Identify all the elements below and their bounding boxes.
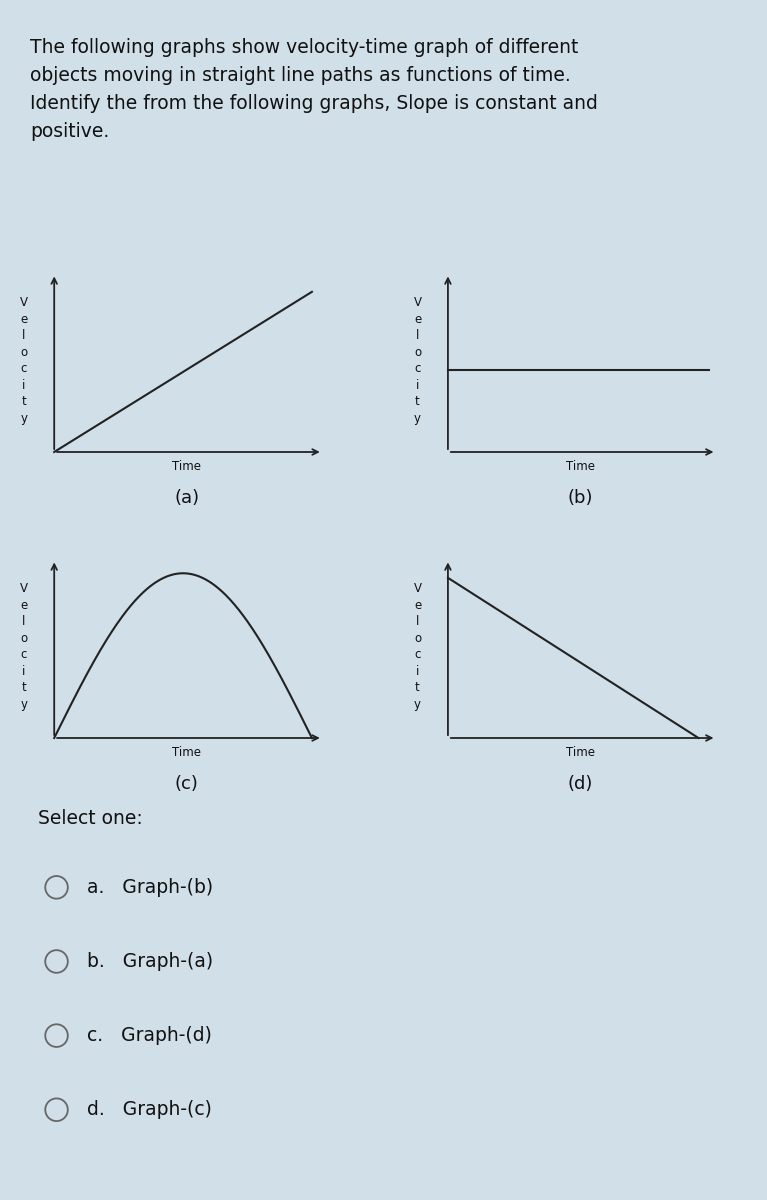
Text: (b): (b) [568,488,593,506]
Text: y: y [20,412,28,425]
Text: t: t [21,395,26,408]
Text: e: e [414,313,421,325]
Text: i: i [416,379,420,391]
Text: i: i [22,379,25,391]
Text: c: c [414,362,420,376]
Text: y: y [414,412,421,425]
Text: e: e [414,599,421,612]
Text: l: l [22,329,25,342]
Text: Time: Time [172,460,201,473]
Text: l: l [416,616,420,629]
Text: t: t [415,682,420,694]
Text: (d): (d) [568,775,593,793]
Text: t: t [21,682,26,694]
Text: (c): (c) [175,775,199,793]
Text: y: y [20,697,28,710]
Text: Time: Time [566,460,595,473]
Text: i: i [416,665,420,678]
Text: Select one:: Select one: [38,809,143,828]
Text: l: l [416,329,420,342]
Text: o: o [414,631,421,644]
Text: Time: Time [172,745,201,758]
Text: c: c [21,648,27,661]
Text: b.   Graph-(a): b. Graph-(a) [87,952,212,971]
Text: c: c [21,362,27,376]
Text: e: e [20,313,28,325]
Text: t: t [415,395,420,408]
Text: V: V [413,296,422,310]
Text: o: o [20,346,28,359]
Text: (a): (a) [174,488,199,506]
Text: o: o [414,346,421,359]
Text: e: e [20,599,28,612]
Text: Time: Time [566,745,595,758]
Text: d.   Graph-(c): d. Graph-(c) [87,1100,212,1120]
Text: i: i [22,665,25,678]
Text: c.   Graph-(d): c. Graph-(d) [87,1026,212,1045]
Text: V: V [20,296,28,310]
Text: c: c [414,648,420,661]
Text: a.   Graph-(b): a. Graph-(b) [87,878,212,896]
Text: l: l [22,616,25,629]
Text: V: V [413,582,422,595]
Text: y: y [414,697,421,710]
Text: The following graphs show velocity-time graph of different
objects moving in str: The following graphs show velocity-time … [30,38,598,142]
Text: V: V [20,582,28,595]
Text: o: o [20,631,28,644]
